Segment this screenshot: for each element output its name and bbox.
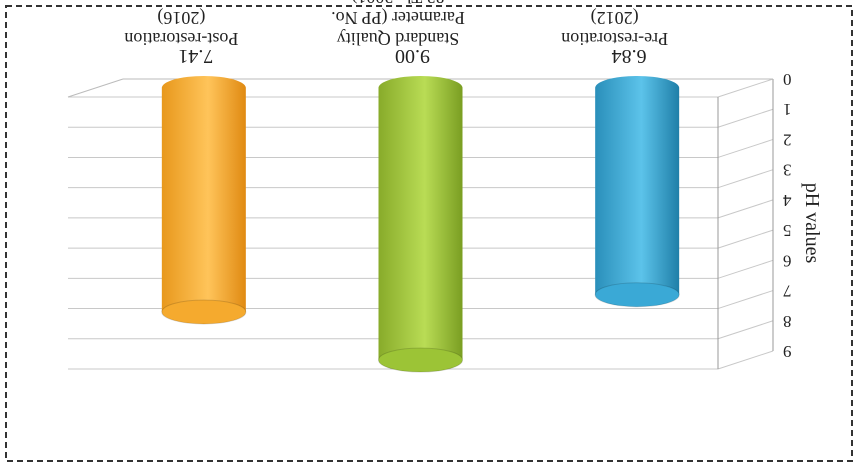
bar-cap: [594, 282, 680, 308]
value-label: 7.41: [178, 45, 213, 67]
category-label: Standard Quality: [337, 29, 459, 49]
gridline-depth: [717, 138, 774, 158]
y-tick-label: 5: [783, 221, 792, 240]
y-tick-label: 8: [783, 312, 792, 331]
category-label: Post-restoration: [124, 29, 238, 49]
bar-0: [594, 76, 680, 308]
bar-body: [378, 75, 463, 360]
bar-1: [378, 75, 463, 373]
y-tick-label: 3: [783, 161, 792, 180]
bar-2: [161, 75, 247, 325]
y-tick-label: 2: [783, 130, 792, 149]
gridline-depth: [717, 259, 774, 279]
bar-body: [161, 75, 246, 312]
bar-cap: [378, 347, 463, 373]
y-tick-label: 6: [783, 251, 792, 270]
gridline-depth: [717, 320, 774, 340]
gridline-depth: [717, 229, 774, 249]
bar-cap: [161, 299, 247, 325]
chart-border: [5, 5, 853, 462]
value-label: 9.00: [395, 45, 430, 67]
category-label: (2012): [591, 7, 639, 28]
gridline-depth: [717, 169, 774, 189]
value-label: 6.84: [612, 45, 647, 67]
category-label: 82 Th. 2001): [351, 0, 444, 7]
category-label: (2016): [157, 7, 205, 28]
y-tick-label: 7: [783, 282, 792, 301]
category-label: Pre-restoration: [561, 29, 668, 49]
gridline-depth: [717, 108, 774, 128]
y-tick-label: 4: [783, 191, 792, 210]
gridline-depth: [717, 78, 774, 98]
y-tick-label: 1: [783, 100, 792, 119]
bar-body: [595, 76, 680, 295]
category-label: Parameter (PP No.: [331, 7, 465, 28]
floor-edge: [67, 78, 124, 98]
y-tick-label: 9: [783, 342, 792, 361]
y-tick-label: 0: [783, 70, 792, 89]
y-axis-title: pH values: [801, 183, 823, 264]
gridline-depth: [717, 290, 774, 310]
gridline-depth: [717, 350, 774, 370]
gridline-depth: [717, 199, 774, 219]
